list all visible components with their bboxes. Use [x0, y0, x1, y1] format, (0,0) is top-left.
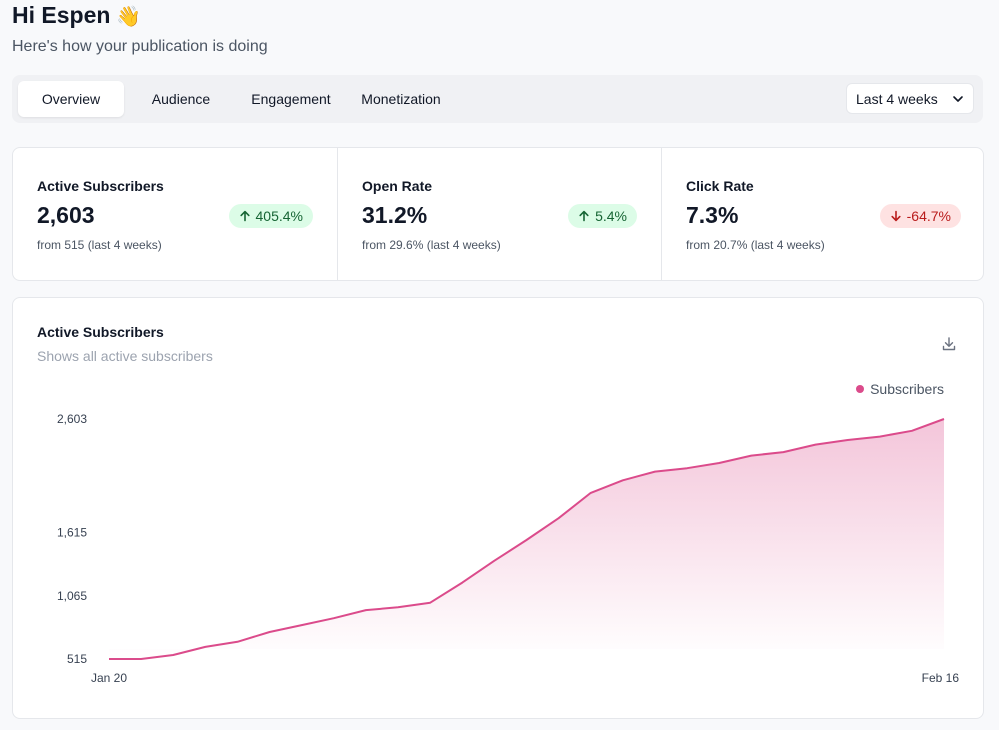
data-point — [301, 624, 303, 626]
change-value: 5.4% — [595, 208, 627, 224]
active-subscribers-chart-card: Active Subscribers Shows all active subs… — [12, 297, 984, 719]
data-point — [718, 462, 720, 464]
stat-value: 31.2% — [362, 202, 428, 228]
data-point — [654, 471, 656, 473]
data-point — [911, 430, 913, 432]
greeting-title: Hi Espen 👋 — [12, 2, 141, 29]
change-badge: 5.4% — [568, 204, 637, 228]
data-point — [526, 539, 528, 541]
data-point — [172, 654, 174, 656]
data-point — [622, 479, 624, 481]
legend-label: Subscribers — [870, 381, 944, 397]
change-badge: 405.4% — [228, 204, 313, 228]
arrow-down-icon — [891, 210, 901, 222]
arrow-up-icon — [239, 210, 250, 222]
tab-bar: Overview Audience Engagement Monetizatio… — [12, 75, 983, 123]
chart-title: Active Subscribers — [37, 324, 164, 340]
stat-value: 7.3% — [686, 202, 739, 228]
data-point — [558, 517, 560, 519]
subscribers-area-chart: 515 1,065 1,615 2,603 Jan 20 Feb 16 — [57, 412, 960, 685]
data-point — [429, 602, 431, 604]
greeting-text: Hi Espen — [12, 2, 111, 28]
chart-subtitle: Shows all active subscribers — [37, 348, 213, 364]
data-point — [236, 641, 238, 643]
download-icon[interactable] — [941, 336, 957, 352]
data-point — [461, 582, 463, 584]
data-point — [750, 455, 752, 457]
stat-label: Open Rate — [362, 178, 433, 194]
data-point — [686, 467, 688, 469]
x-tick-label: Jan 20 — [91, 671, 127, 685]
wave-emoji: 👋 — [116, 4, 142, 28]
tab-overview[interactable]: Overview — [18, 81, 124, 117]
data-point — [782, 451, 784, 453]
data-point — [493, 560, 495, 562]
x-tick-label: Feb 16 — [922, 671, 960, 685]
data-point — [590, 492, 592, 494]
series-area-subscribers — [109, 419, 944, 659]
stat-from: from 20.7% (last 4 weeks) — [686, 238, 825, 252]
stat-label: Click Rate — [686, 178, 754, 194]
data-point — [879, 436, 881, 438]
page-subtitle: Here's how your publication is doing — [12, 38, 268, 55]
change-value: 405.4% — [255, 208, 303, 224]
chevron-down-icon — [953, 96, 963, 102]
series-line-subscribers — [109, 418, 945, 660]
stat-click-rate: Click Rate 7.3% -64.7% from 20.7% (last … — [661, 148, 985, 280]
stat-label: Active Subscribers — [37, 178, 164, 194]
y-tick-label: 2,603 — [57, 412, 87, 426]
data-point — [847, 439, 849, 441]
data-point — [269, 631, 271, 633]
data-point — [365, 609, 367, 611]
data-point — [108, 658, 110, 660]
data-point — [333, 617, 335, 619]
stat-value: 2,603 — [37, 202, 95, 228]
legend-dot — [856, 385, 865, 393]
chart-legend: Subscribers — [856, 381, 944, 397]
date-range-value: Last 4 weeks — [856, 90, 938, 107]
change-badge: -64.7% — [879, 204, 961, 228]
data-point — [397, 606, 399, 608]
tab-monetization[interactable]: Monetization — [361, 91, 441, 107]
data-point — [815, 444, 817, 446]
change-value: -64.7% — [906, 208, 951, 224]
arrow-up-icon — [579, 210, 589, 222]
data-point — [140, 658, 142, 660]
data-point — [204, 646, 206, 648]
stat-active-subscribers: Active Subscribers 2,603 405.4% from 515… — [13, 148, 337, 280]
y-tick-label: 1,065 — [57, 589, 87, 603]
tab-engagement[interactable]: Engagement — [251, 91, 331, 107]
y-tick-label: 515 — [67, 652, 87, 666]
date-range-select[interactable]: Last 4 weeks — [846, 83, 974, 114]
y-tick-label: 1,615 — [57, 526, 87, 540]
tab-audience[interactable]: Audience — [151, 91, 211, 107]
data-point — [943, 418, 945, 420]
stat-from: from 515 (last 4 weeks) — [37, 238, 162, 252]
stats-card: Active Subscribers 2,603 405.4% from 515… — [12, 147, 984, 281]
stat-from: from 29.6% (last 4 weeks) — [362, 238, 501, 252]
stat-open-rate: Open Rate 31.2% 5.4% from 29.6% (last 4 … — [337, 148, 661, 280]
